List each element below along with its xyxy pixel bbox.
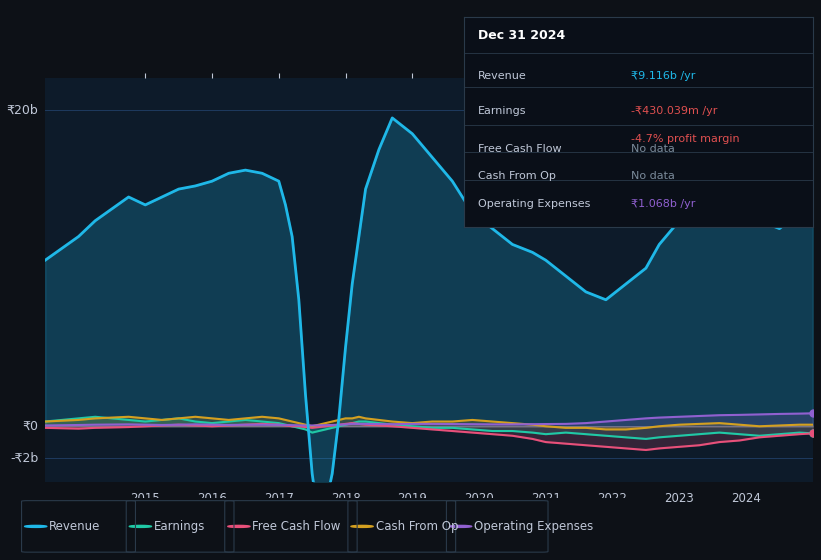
- Text: Revenue: Revenue: [49, 520, 101, 533]
- Text: Earnings: Earnings: [154, 520, 205, 533]
- Circle shape: [228, 525, 250, 528]
- Circle shape: [450, 525, 472, 528]
- Text: Free Cash Flow: Free Cash Flow: [253, 520, 341, 533]
- Text: ₹9.116b /yr: ₹9.116b /yr: [631, 71, 695, 81]
- Text: Earnings: Earnings: [478, 106, 526, 116]
- Text: ₹0: ₹0: [22, 420, 39, 433]
- Circle shape: [351, 525, 374, 528]
- Circle shape: [130, 525, 152, 528]
- Text: ₹1.068b /yr: ₹1.068b /yr: [631, 199, 695, 209]
- Text: Cash From Op: Cash From Op: [376, 520, 458, 533]
- Text: -₹430.039m /yr: -₹430.039m /yr: [631, 106, 718, 116]
- Text: Revenue: Revenue: [478, 71, 526, 81]
- Text: -4.7% profit margin: -4.7% profit margin: [631, 134, 740, 143]
- Text: Free Cash Flow: Free Cash Flow: [478, 144, 562, 154]
- Text: Dec 31 2024: Dec 31 2024: [478, 29, 565, 42]
- Text: No data: No data: [631, 144, 675, 154]
- Text: ₹20b: ₹20b: [7, 104, 39, 116]
- Text: Operating Expenses: Operating Expenses: [475, 520, 594, 533]
- Text: Cash From Op: Cash From Op: [478, 171, 556, 181]
- Text: Operating Expenses: Operating Expenses: [478, 199, 590, 209]
- Text: No data: No data: [631, 171, 675, 181]
- Text: -₹2b: -₹2b: [10, 451, 39, 464]
- Circle shape: [25, 525, 47, 528]
